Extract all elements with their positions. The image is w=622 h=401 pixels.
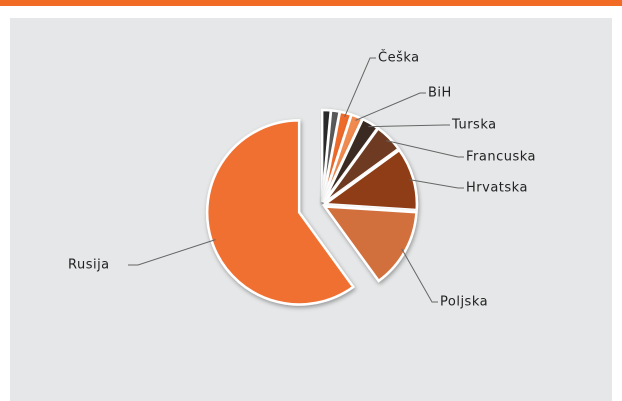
leader-line bbox=[355, 92, 426, 121]
slice-label: Francuska bbox=[466, 150, 536, 165]
slice-label: Turska bbox=[451, 118, 497, 133]
slice bbox=[323, 126, 401, 204]
leader-line bbox=[386, 140, 464, 158]
top-bar bbox=[0, 0, 622, 6]
slice-label: Hrvatska bbox=[466, 181, 528, 196]
panel bbox=[10, 18, 612, 401]
leader-line bbox=[344, 57, 376, 118]
leader-line bbox=[128, 239, 216, 266]
labels: Češka BiH Turska Francuska Hrvatska Poljska Ru… bbox=[68, 50, 536, 310]
slice-label: Češka bbox=[378, 50, 420, 66]
slice-label: Poljska bbox=[440, 295, 488, 310]
slice-label: BiH bbox=[428, 86, 452, 101]
slice bbox=[322, 205, 418, 283]
slices bbox=[205, 108, 419, 306]
slice bbox=[321, 148, 419, 212]
leader-line bbox=[401, 248, 438, 303]
leader-line bbox=[409, 179, 464, 189]
slice-label: Rusija bbox=[68, 258, 110, 273]
leader-line bbox=[368, 124, 450, 128]
